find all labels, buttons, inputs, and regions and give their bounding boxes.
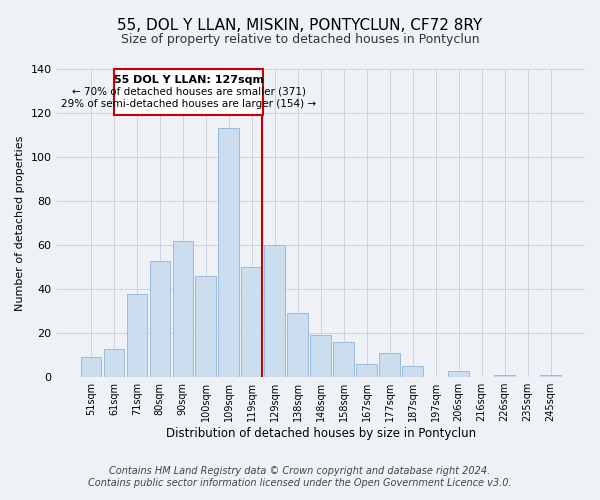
- Bar: [149, 260, 170, 377]
- Bar: [310, 336, 331, 377]
- Bar: [265, 245, 285, 377]
- Bar: [241, 267, 262, 377]
- Bar: [173, 240, 193, 377]
- Bar: [540, 375, 561, 377]
- Bar: [494, 375, 515, 377]
- Bar: [80, 358, 101, 377]
- Text: Contains HM Land Registry data © Crown copyright and database right 2024.
Contai: Contains HM Land Registry data © Crown c…: [88, 466, 512, 487]
- Text: 55 DOL Y LLAN: 127sqm: 55 DOL Y LLAN: 127sqm: [113, 74, 263, 85]
- Bar: [379, 353, 400, 377]
- Bar: [403, 366, 423, 377]
- Bar: [218, 128, 239, 377]
- Bar: [127, 294, 147, 377]
- Bar: [356, 364, 377, 377]
- Bar: [196, 276, 216, 377]
- Bar: [334, 342, 354, 377]
- Text: 29% of semi-detached houses are larger (154) →: 29% of semi-detached houses are larger (…: [61, 98, 316, 108]
- Bar: [287, 314, 308, 377]
- Bar: [104, 348, 124, 377]
- FancyBboxPatch shape: [114, 69, 263, 115]
- X-axis label: Distribution of detached houses by size in Pontyclun: Distribution of detached houses by size …: [166, 427, 476, 440]
- Text: 55, DOL Y LLAN, MISKIN, PONTYCLUN, CF72 8RY: 55, DOL Y LLAN, MISKIN, PONTYCLUN, CF72 …: [118, 18, 482, 32]
- Text: ← 70% of detached houses are smaller (371): ← 70% of detached houses are smaller (37…: [71, 86, 305, 97]
- Y-axis label: Number of detached properties: Number of detached properties: [15, 136, 25, 311]
- Text: Size of property relative to detached houses in Pontyclun: Size of property relative to detached ho…: [121, 32, 479, 46]
- Bar: [448, 370, 469, 377]
